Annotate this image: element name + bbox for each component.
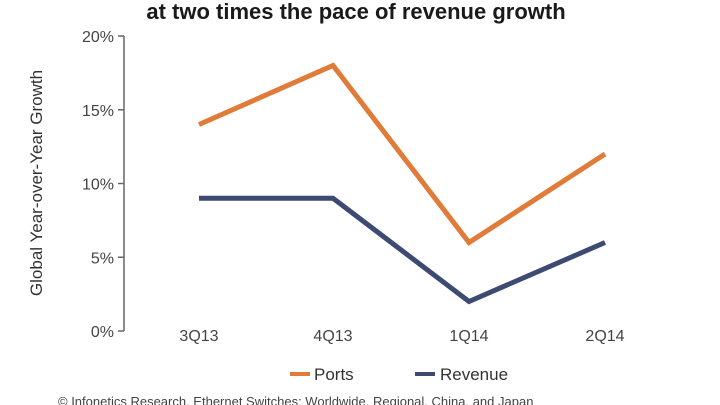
series-line-ports [197,62,607,246]
x-tick-label: 1Q14 [449,328,488,345]
source-footnote: © Infonetics Research, Ethernet Switches… [58,394,533,405]
series-ports [197,62,607,246]
x-axis-ticks: 3Q13 4Q13 1Q14 2Q14 [179,328,624,345]
legend-item-revenue: Revenue [415,365,508,384]
y-tick-label: 10% [82,177,114,194]
y-tick-label: 0% [91,324,114,341]
series-layer [197,62,607,305]
series-line-revenue [199,195,606,305]
x-tick-label: 2Q14 [585,328,624,345]
x-tick-label: 4Q13 [313,328,352,345]
y-axis-label: Global Year-over-Year Growth [27,70,46,296]
y-tick-label: 5% [91,250,114,267]
legend-label: Ports [314,365,354,384]
y-tick-label: 15% [82,103,114,120]
series-revenue [198,195,606,305]
y-tick-label: 20% [82,29,114,46]
legend: Ports Revenue [290,365,508,384]
legend-label: Revenue [440,365,508,384]
x-tick-label: 3Q13 [179,328,218,345]
legend-item-ports: Ports [290,365,354,384]
y-axis-ticks: 0% 5% 10% 15% 20% [82,29,124,341]
chart-title: at two times the pace of revenue growth [146,0,565,24]
